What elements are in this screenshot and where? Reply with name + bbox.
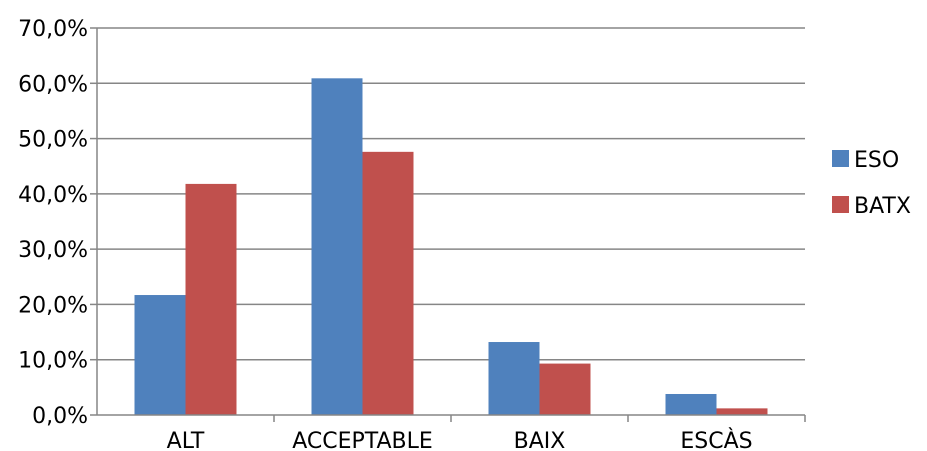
y-tick-label: 0,0% xyxy=(32,404,88,429)
y-tick-label: 40,0% xyxy=(18,183,88,208)
y-tick-label: 70,0% xyxy=(18,17,88,42)
axes xyxy=(90,27,806,422)
x-tick-label: ESCÀS xyxy=(680,428,752,451)
y-axis-tick-labels: 0,0% 10,0% 20,0% 30,0% 40,0% 50,0% 60,0% 70,0% xyxy=(18,17,88,429)
bar-batx-2 xyxy=(539,363,591,415)
x-tick-label: ALT xyxy=(167,429,205,451)
legend-swatch-batx xyxy=(832,196,849,213)
y-tick-label: 60,0% xyxy=(18,72,88,97)
legend-label-batx: BATX xyxy=(854,194,911,219)
bar-eso-1 xyxy=(311,78,363,415)
y-tick-label: 10,0% xyxy=(18,349,88,374)
bar-batx-0 xyxy=(185,183,237,415)
bar-batx-3 xyxy=(716,408,768,415)
legend: ESO BATX xyxy=(832,148,911,219)
y-tick-label: 30,0% xyxy=(18,238,88,263)
bar-eso-2 xyxy=(488,342,540,415)
y-tick-label: 20,0% xyxy=(18,293,88,318)
x-tick-label: BAIX xyxy=(514,429,566,451)
bar-eso-3 xyxy=(665,393,717,415)
x-tick-label: ACCEPTABLE xyxy=(292,429,433,451)
bars xyxy=(134,78,768,415)
bar-eso-0 xyxy=(134,295,186,415)
legend-swatch-eso xyxy=(832,150,849,167)
legend-label-eso: ESO xyxy=(854,148,899,173)
bar-batx-1 xyxy=(362,151,414,415)
x-axis-tick-labels: ALT ACCEPTABLE BAIX ESCÀS xyxy=(167,428,753,451)
y-tick-label: 50,0% xyxy=(18,128,88,153)
